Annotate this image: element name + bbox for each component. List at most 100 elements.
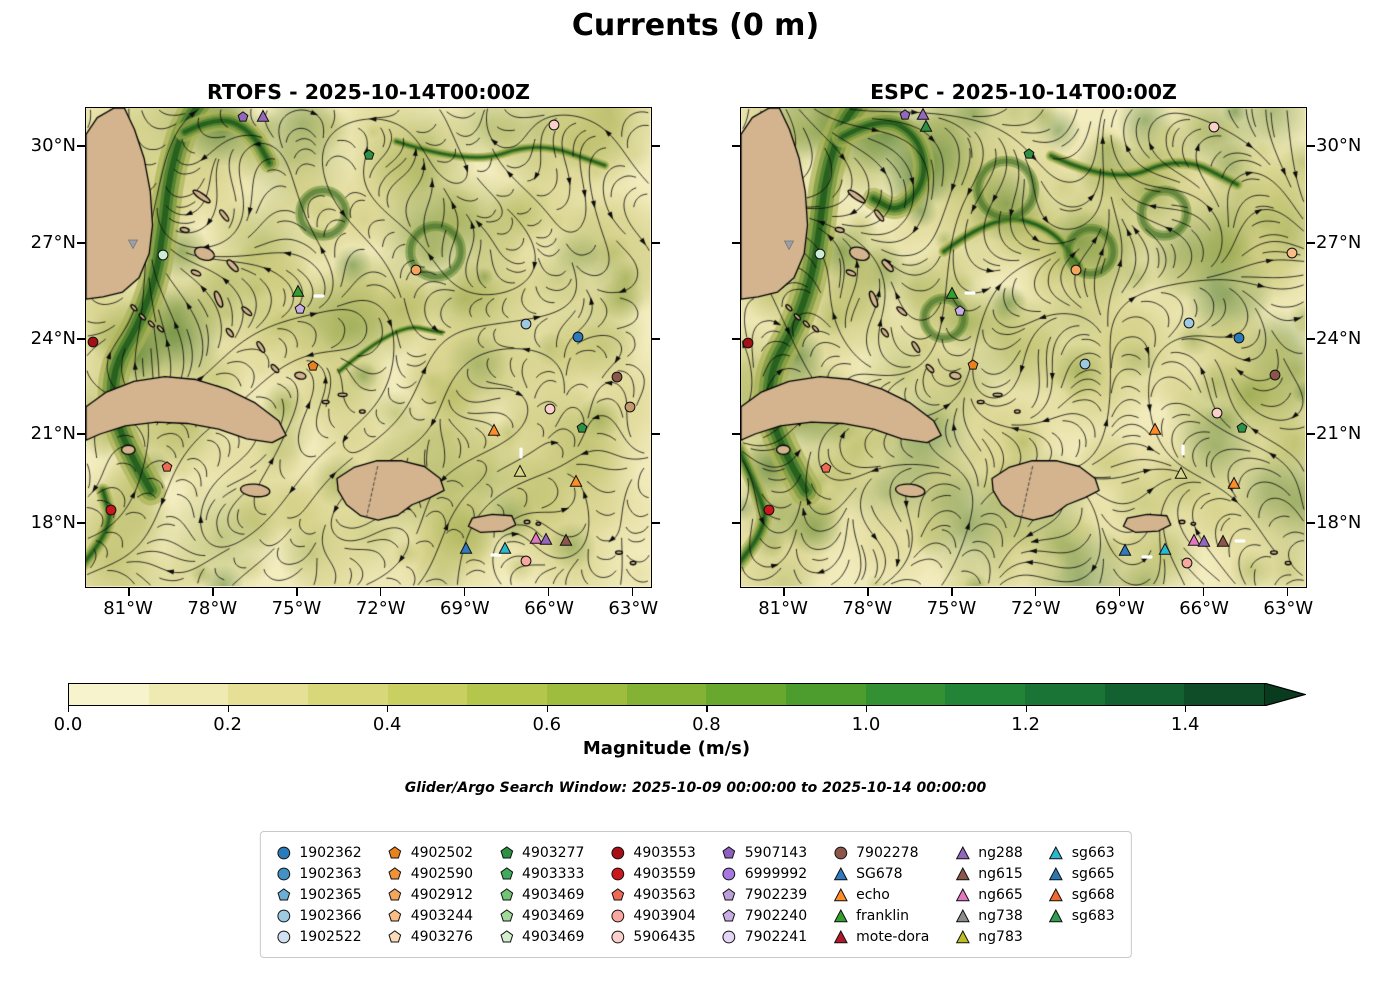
lat-tick	[1307, 432, 1315, 435]
pentagon-marker-icon	[499, 845, 514, 860]
legend-label: 1902522	[299, 928, 362, 945]
lat-tick	[652, 242, 660, 244]
lat-tick-label: 18°N	[1316, 511, 1362, 533]
platform-marker	[1233, 332, 1245, 344]
legend-entry: ng665	[955, 884, 1023, 905]
lon-tick	[1034, 588, 1037, 596]
pentagon-marker-icon	[388, 845, 403, 860]
lon-tick-label: 72°W	[355, 598, 406, 619]
lat-tick	[1307, 242, 1315, 244]
platform-marker	[410, 264, 422, 276]
legend-label: ng738	[978, 907, 1023, 924]
legend-label: mote-dora	[856, 928, 930, 945]
lon-tick-label: 63°W	[608, 598, 659, 619]
legend: 1902362 1902363 1902365 1902366 1902522 49025…	[259, 831, 1132, 958]
triangle-marker-icon	[955, 866, 970, 881]
platform-marker	[87, 336, 99, 348]
legend-label: 1902362	[299, 844, 362, 861]
legend-entry: 4903333	[499, 863, 584, 884]
colorbar-tick-label: 0.4	[372, 714, 402, 735]
legend-label: 7902240	[744, 907, 808, 924]
legend-entry: ng288	[955, 842, 1023, 863]
platform-marker	[105, 504, 117, 516]
platform-marker	[1158, 542, 1172, 555]
colorbar-segment	[547, 684, 627, 705]
colorbar: Magnitude (m/s) 0.0 0.2 0.4 0.6 0.8 1.0 1.2 1.4	[54, 683, 1328, 763]
platform-marker	[520, 318, 532, 330]
legend-entry: 7902241	[722, 926, 807, 947]
colorbar-bar	[68, 683, 1265, 706]
legend-entry: sg663	[1049, 842, 1115, 863]
colorbar-segment	[626, 684, 707, 705]
espc-markers-layer	[741, 107, 1306, 587]
colorbar-segment	[148, 684, 229, 705]
circle-marker-icon	[833, 846, 848, 860]
circle-marker-icon	[610, 930, 625, 944]
pentagon-marker-icon	[499, 929, 514, 944]
lat-tick-label: 21°N	[1316, 422, 1362, 444]
circle-marker-icon	[276, 867, 291, 881]
colorbar-tick	[227, 706, 229, 712]
legend-label: 6999992	[744, 865, 808, 882]
platform-marker	[945, 286, 959, 299]
colorbar-tick	[387, 706, 389, 712]
pentagon-marker-icon	[276, 887, 291, 902]
legend-label: 1902366	[299, 907, 362, 924]
platform-marker	[256, 109, 270, 122]
colorbar-segment	[1104, 684, 1185, 705]
pentagon-marker-icon	[388, 866, 403, 881]
legend-entry: 4902912	[388, 884, 473, 905]
platform-marker	[611, 371, 623, 383]
lat-tick	[1307, 522, 1315, 524]
platform-marker	[459, 541, 473, 555]
legend-label: 4903276	[410, 928, 474, 945]
legend-entry: 4903563	[610, 884, 696, 905]
lon-tick-label: 69°W	[1095, 598, 1145, 619]
lat-tick	[77, 145, 85, 147]
lat-tick	[77, 522, 85, 524]
triangle-marker-icon	[955, 845, 970, 860]
platform-marker	[157, 249, 169, 261]
platform-marker	[1208, 121, 1220, 133]
legend-label: ng615	[978, 865, 1023, 882]
legend-label: 1902363	[299, 865, 362, 882]
legend-label: 7902278	[856, 844, 919, 861]
heading-dash-marker	[313, 294, 325, 299]
colorbar-segment	[467, 684, 548, 705]
pentagon-marker-icon	[388, 908, 403, 923]
pentagon-marker-icon	[722, 845, 737, 860]
platform-marker	[363, 149, 375, 161]
espc-map: 30°N 27°N 24°N 21°N 18°N	[732, 107, 1361, 596]
legend-label: ng783	[978, 928, 1023, 945]
lat-tick-label: 24°N	[30, 327, 76, 349]
platform-marker	[1211, 407, 1223, 419]
legend-entry: 1902365	[276, 884, 362, 905]
lat-tick	[732, 338, 740, 340]
platform-marker	[1227, 475, 1241, 489]
platform-marker	[1197, 533, 1211, 547]
pentagon-marker-icon	[499, 887, 514, 902]
platform-marker	[1187, 533, 1201, 547]
lat-tick-label: 30°N	[1316, 134, 1362, 156]
platform-marker	[1236, 422, 1248, 434]
colorbar-tick	[546, 706, 549, 712]
legend-label: 4903469	[522, 907, 585, 924]
rtofs-map-canvas	[86, 108, 650, 586]
triangle-marker-icon	[833, 908, 848, 923]
platform-marker	[544, 403, 556, 415]
legend-label: 4902912	[410, 886, 474, 903]
lon-tick	[1202, 588, 1205, 596]
legend-entry: 7902278	[833, 842, 929, 863]
legend-entry: 1902363	[276, 863, 362, 884]
platform-marker	[237, 110, 249, 123]
rtofs-map: 30°N 27°N 24°N 21°N 18°N	[31, 107, 660, 596]
platform-marker	[742, 337, 754, 349]
legend-entry: 4903469	[499, 926, 584, 947]
heading-dash-marker	[964, 290, 976, 295]
legend-label: 4903904	[633, 907, 696, 924]
lat-tick	[1307, 338, 1315, 340]
lon-tick	[783, 588, 785, 596]
search-window-caption: Glider/Argo Search Window: 2025-10-09 00…	[404, 780, 987, 796]
lon-tick-label: 69°W	[440, 598, 490, 619]
legend-entry: sg668	[1049, 884, 1115, 905]
